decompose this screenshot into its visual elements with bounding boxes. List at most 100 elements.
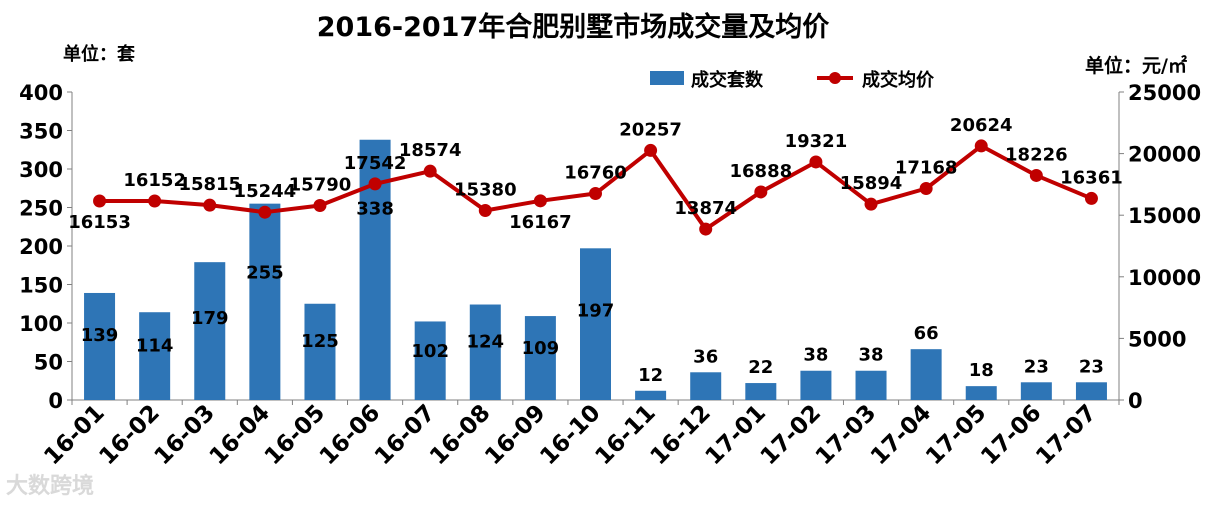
line-point <box>699 222 713 236</box>
line-point <box>1029 168 1043 182</box>
left-axis-unit: 单位：套 <box>63 43 135 65</box>
bar <box>580 248 611 400</box>
bar-value-label: 22 <box>748 357 773 378</box>
bar-value-label: 338 <box>356 199 394 220</box>
legend-bar-swatch <box>650 71 684 85</box>
line-point <box>148 194 162 208</box>
bar <box>1075 382 1107 400</box>
bar-value-label: 12 <box>638 365 663 386</box>
x-tick-label: 17-03 <box>811 400 881 470</box>
bar <box>194 262 226 400</box>
line-value-label: 15790 <box>289 174 352 195</box>
x-tick-label: 16-07 <box>370 400 440 470</box>
line-value-label: 17168 <box>895 157 958 178</box>
line-value-label: 16153 <box>68 212 131 233</box>
bar-value-label: 102 <box>411 341 449 362</box>
line-value-label: 15380 <box>454 180 517 201</box>
bar-value-label: 66 <box>914 323 939 344</box>
bar <box>745 383 777 400</box>
x-tick-label: 16-09 <box>480 400 550 470</box>
bar-value-label: 109 <box>522 338 560 359</box>
line-value-label: 15894 <box>840 173 903 194</box>
bar-value-label: 114 <box>136 336 174 357</box>
bar-value-label: 124 <box>467 331 505 352</box>
x-tick-label: 16-06 <box>315 400 385 470</box>
line-value-label: 13874 <box>674 198 737 219</box>
chart-title: 2016-2017年合肥别墅市场成交量及均价 <box>317 11 830 43</box>
line-value-label: 19321 <box>785 131 848 152</box>
line-value-label: 18226 <box>1005 144 1068 165</box>
x-tick-label: 16-04 <box>205 400 275 470</box>
bar-value-label: 18 <box>969 360 994 381</box>
y-left-tick-label: 100 <box>19 312 63 336</box>
bar <box>965 386 997 400</box>
bar <box>910 349 942 400</box>
line-point <box>368 177 382 191</box>
bar-value-label: 125 <box>301 331 339 352</box>
legend-line-label: 成交均价 <box>862 69 935 91</box>
line-point <box>919 181 933 195</box>
x-tick-label: 16-03 <box>150 400 220 470</box>
bar <box>414 321 446 400</box>
y-left-tick-label: 200 <box>19 235 63 259</box>
line-value-label: 20257 <box>619 119 682 140</box>
bar-value-label: 179 <box>191 308 229 329</box>
x-tick-label: 17-04 <box>866 400 936 470</box>
bar <box>84 292 116 400</box>
y-right-tick-label: 0 <box>1128 389 1143 413</box>
x-tick-label: 16-11 <box>590 400 660 470</box>
legend: 成交套数 成交均价 <box>650 69 935 91</box>
bar-value-label: 197 <box>577 301 615 322</box>
line-value-label: 18574 <box>399 140 462 161</box>
x-tick-label: 17-01 <box>701 400 771 470</box>
line-point <box>644 143 658 157</box>
bar <box>635 390 667 400</box>
bar-value-label: 38 <box>858 345 883 366</box>
line-point <box>1084 191 1098 205</box>
x-tick-label: 16-08 <box>425 400 495 470</box>
line-series <box>93 139 1098 236</box>
x-tick-label: 16-05 <box>260 400 330 470</box>
bar <box>855 370 887 400</box>
x-tick-label: 16-10 <box>535 400 605 470</box>
x-tick-label: 17-07 <box>1031 400 1101 470</box>
line-value-label: 15244 <box>234 181 297 202</box>
line-value-label: 15815 <box>178 174 241 195</box>
y-right-tick-label: 20000 <box>1128 143 1201 167</box>
line-value-label: 16760 <box>564 163 627 184</box>
line-point <box>313 198 327 212</box>
line-point <box>478 204 492 218</box>
line-point <box>258 205 272 219</box>
line-point <box>754 185 768 199</box>
bar-value-label: 38 <box>803 345 828 366</box>
line-point <box>93 194 107 208</box>
line-value-label: 20624 <box>950 115 1013 136</box>
line-point <box>864 197 878 211</box>
y-left-tick-label: 0 <box>48 389 63 413</box>
line-point <box>423 164 437 178</box>
y-right-tick-label: 15000 <box>1128 204 1201 228</box>
x-tick-label: 17-06 <box>976 400 1046 470</box>
data-labels: 139 114 179 255 125 338 102 124 109 197 12 36 22 38 38… <box>68 115 1123 386</box>
y-right-tick-label: 25000 <box>1128 81 1201 105</box>
bar <box>139 312 171 400</box>
bar-value-label: 36 <box>693 346 718 367</box>
x-tick-label: 17-02 <box>756 400 826 470</box>
x-tick-label: 16-12 <box>646 400 716 470</box>
bar <box>1020 382 1052 400</box>
bar-value-label: 23 <box>1079 356 1104 377</box>
bar-value-label: 255 <box>246 263 284 284</box>
y-left-tick-label: 300 <box>19 158 63 182</box>
bar <box>800 370 832 400</box>
y-left-tick-label: 350 <box>19 120 63 144</box>
bar <box>249 203 281 400</box>
line-value-label: 16152 <box>123 170 186 191</box>
bar <box>469 304 501 400</box>
line-point <box>589 187 602 201</box>
x-tick-label: 16-02 <box>94 400 164 470</box>
y-left-tick-label: 50 <box>34 351 63 375</box>
line-point <box>533 194 547 208</box>
line-value-label: 16167 <box>509 212 572 233</box>
line-point <box>809 155 823 169</box>
